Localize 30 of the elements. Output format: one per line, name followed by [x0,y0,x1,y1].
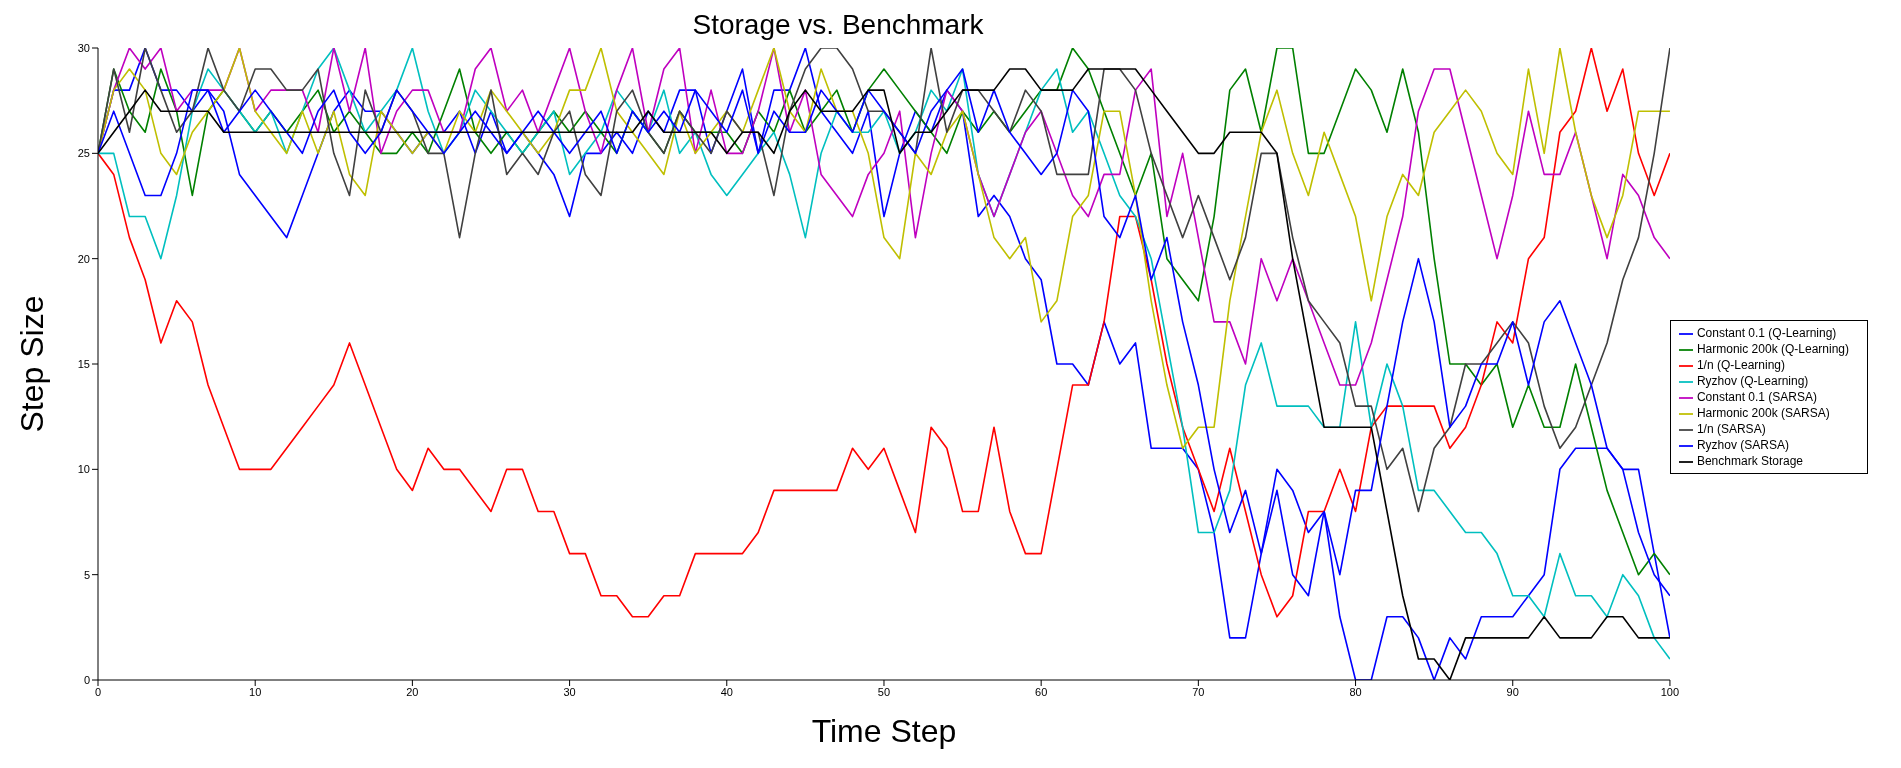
y-tick-label: 30 [77,41,90,54]
x-tick-label: 50 [877,685,891,698]
chart-title: Storage vs. Benchmark [691,8,985,42]
x-tick-label: 80 [1349,685,1362,698]
x-tick-label: 20 [406,685,419,698]
y-tick-label: 15 [77,357,90,370]
y-tick-label: 25 [77,147,90,160]
y-tick-label: 0 [83,673,90,686]
x-tick-label: 70 [1192,685,1205,698]
legend-label: Harmonic 200k (Q-Learning) [1696,342,1849,356]
x-tick-label: 60 [1035,685,1048,698]
x-tick-label: 40 [720,685,733,698]
y-tick-label: 10 [77,463,90,476]
legend-label: 1/n (SARSA) [1696,422,1766,436]
x-tick-label: 90 [1506,685,1519,698]
x-tick-label: 0 [94,685,102,698]
y-tick-label: 5 [83,568,90,581]
x-tick-label: 30 [563,685,576,698]
legend-label: Benchmark Storage [1696,454,1803,468]
y-tick-label: 20 [77,252,90,265]
x-tick-label: 100 [1660,685,1680,698]
legend-label: Constant 0.1 (SARSA) [1696,390,1817,404]
legend-label: Ryzhov (SARSA) [1696,438,1789,452]
legend-label: Ryzhov (Q-Learning) [1696,374,1809,388]
y-axis-title: Step Size [14,295,51,433]
legend-label: 1/n (Q-Learning) [1696,358,1785,372]
x-axis-title: Time Step [811,713,957,749]
x-tick-label: 10 [249,685,262,698]
legend-label: Harmonic 200k (SARSA) [1696,406,1830,420]
legend-label: Constant 0.1 (Q-Learning) [1696,326,1837,340]
